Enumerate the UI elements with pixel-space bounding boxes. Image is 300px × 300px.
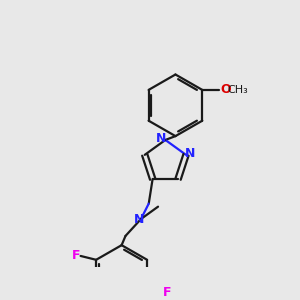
Text: N: N <box>134 213 144 226</box>
Text: F: F <box>72 250 80 262</box>
Text: CH₃: CH₃ <box>228 85 249 95</box>
Text: O: O <box>220 83 231 96</box>
Text: N: N <box>156 132 167 145</box>
Text: N: N <box>185 147 195 160</box>
Text: F: F <box>163 286 172 299</box>
